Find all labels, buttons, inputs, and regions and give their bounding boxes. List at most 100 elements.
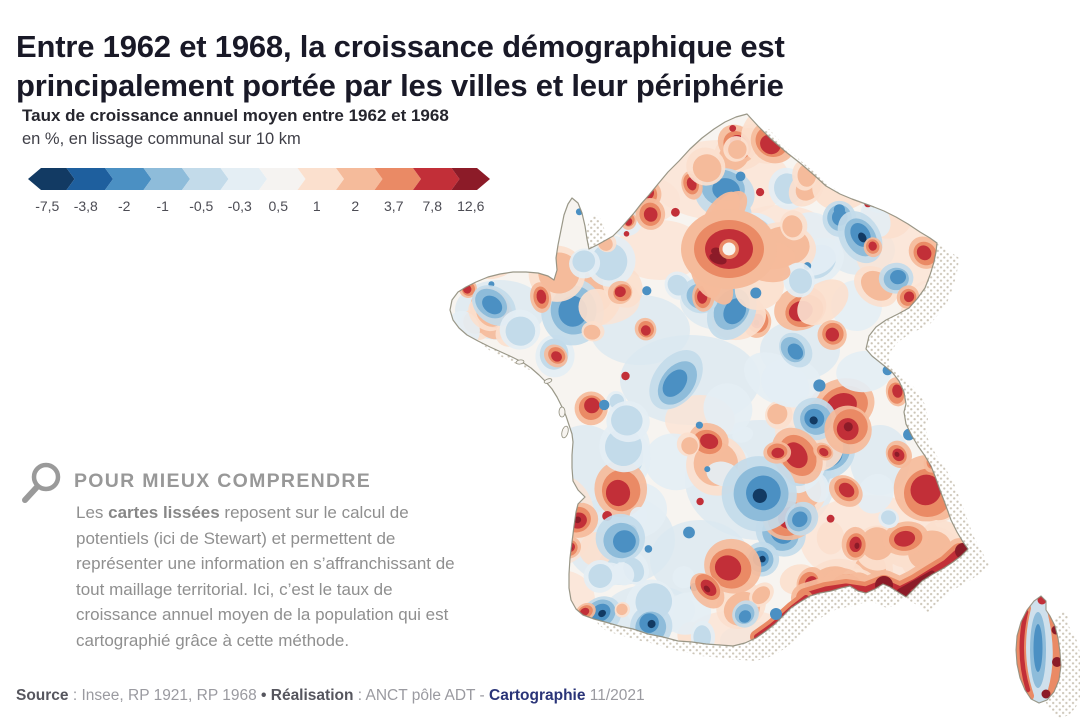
color-scale-labels: -7,5 -3,8 -2 -1 -0,5 -0,3 0,5 1 2 3,7 7,8 12,6 (28, 198, 490, 216)
map-blob (591, 242, 628, 281)
map-blob (829, 132, 875, 178)
map-speckle (841, 608, 853, 620)
map-blob (477, 410, 498, 434)
realisation-text: : ANCT pôle ADT - (353, 687, 489, 704)
france-landmass (450, 114, 968, 646)
map-blob (890, 269, 907, 285)
map-speckle (671, 207, 680, 217)
map-blob (672, 566, 695, 589)
scale-segment (451, 168, 490, 190)
map-blob (854, 542, 860, 549)
map-blob (889, 114, 924, 141)
map-blob (868, 241, 877, 251)
map-speckle (621, 371, 630, 381)
scale-tick-label: -7,5 (35, 198, 60, 214)
map-blob (767, 403, 788, 425)
scale-segment (182, 168, 229, 190)
map-blob (819, 448, 829, 457)
map-blob (450, 354, 493, 392)
map-blob (578, 288, 617, 326)
map-blob (692, 154, 722, 183)
map-blob (723, 298, 747, 325)
map-blob (495, 386, 539, 431)
map-blob (886, 148, 904, 166)
map-blob (759, 555, 766, 563)
map-blob (450, 220, 469, 246)
map-speckle (695, 421, 704, 429)
map-blob (843, 422, 853, 432)
map-blob (647, 619, 656, 629)
map-blob (536, 289, 547, 304)
map-blob (460, 511, 519, 568)
map-blob (457, 369, 493, 413)
map-blob (838, 482, 855, 498)
map-speckle (826, 514, 835, 523)
map-speckle (457, 411, 466, 419)
map-blob (451, 358, 500, 418)
scale-segment (336, 168, 383, 190)
legend-title: Taux de croissance annuel moyen entre 19… (22, 106, 449, 125)
map-speckle (839, 185, 846, 192)
map-blob (867, 175, 896, 205)
scale-segment (297, 168, 344, 190)
map-blob (454, 484, 479, 519)
map-blob (761, 357, 822, 408)
map-blob (640, 325, 651, 336)
map-speckle (942, 176, 949, 183)
map-blob (613, 530, 636, 553)
explainer-body-prefix: Les (76, 503, 109, 522)
page-title: Entre 1962 et 1968, la croissance démogr… (16, 28, 785, 103)
corsica-maroon-spot (1041, 689, 1051, 699)
map-speckle (696, 497, 704, 506)
paris-core (722, 242, 736, 256)
map-blob (934, 338, 961, 363)
map-blob (898, 341, 923, 363)
scale-segment (220, 168, 267, 190)
map-speckle (644, 545, 653, 553)
coastal-island (543, 378, 553, 384)
explainer-body-rest: reposent sur le calcul de potentiels (ic… (76, 503, 455, 650)
map-blob (455, 388, 519, 442)
map-blob (477, 550, 505, 578)
map-blob (910, 474, 942, 506)
scale-tick-label: 7,8 (422, 198, 442, 214)
map-blob (450, 224, 465, 244)
map-blob (512, 407, 521, 417)
map-blob (588, 563, 613, 588)
corsica-west-core (1019, 609, 1031, 693)
map-blob (467, 523, 511, 564)
map-blob (904, 627, 927, 646)
map-blob (825, 327, 840, 342)
map-speckle (955, 634, 962, 641)
map-blob (893, 120, 927, 146)
map-blob (931, 333, 967, 366)
scale-segment (66, 168, 113, 190)
map-blob (858, 232, 867, 243)
scale-tick-label: -2 (118, 198, 131, 214)
map-blob (903, 291, 915, 303)
france-border (449, 113, 969, 647)
explainer-body: Les cartes lissées reposent sur le calcu… (76, 500, 458, 653)
map-blob (941, 342, 958, 358)
map-blob (584, 397, 600, 414)
map-speckle (466, 214, 475, 224)
map-speckle (683, 526, 695, 539)
coastal-island (561, 425, 569, 439)
map-blob (906, 169, 924, 187)
scale-tick-label: -3,8 (73, 198, 98, 214)
map-blob (480, 156, 520, 193)
map-speckle (483, 596, 493, 607)
map-blob (614, 286, 626, 298)
map-blob (519, 169, 533, 186)
map-blob (792, 511, 808, 528)
map-blob (551, 351, 562, 362)
riviera-dark (896, 570, 936, 596)
scale-segment (28, 168, 75, 190)
map-blob (771, 447, 785, 459)
scale-tick-label: 0,5 (268, 198, 288, 214)
map-blob (894, 451, 900, 457)
map-blob (738, 610, 752, 623)
map-speckle (470, 432, 476, 439)
france-map-svg (449, 113, 1080, 718)
scale-tick-label: -0,3 (227, 198, 252, 214)
